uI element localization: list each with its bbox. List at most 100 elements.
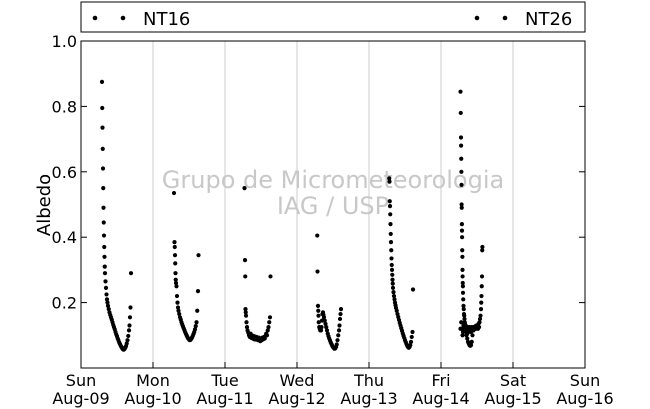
data-point-nt16-2009-08-13-17 xyxy=(391,293,397,299)
legend-marker-nt16-a xyxy=(92,15,98,21)
y-axis: 0.2 0.4 0.6 0.8 1.0 xyxy=(52,32,585,313)
data-point-nt26-2009-08-14-63 xyxy=(478,313,483,318)
data-point-nt26-2009-08-14-62 xyxy=(477,316,483,322)
data-point-nt26-2009-08-14-20 xyxy=(461,303,466,308)
x-tick-label-date-2009-08-14: Aug-14 xyxy=(412,389,469,408)
data-point-nt16-2009-08-09-4 xyxy=(100,166,106,171)
data-point-nt16-2009-08-09-3 xyxy=(100,146,105,152)
data-point-nt16-2009-08-12-16 xyxy=(322,318,327,323)
x-tick-label-day-2009-08-14: Fri xyxy=(431,371,450,390)
data-point-nt26-2009-08-14-3 xyxy=(459,143,464,148)
data-point-nt26-2009-08-14-2 xyxy=(458,135,464,140)
data-point-nt26-2009-08-14-10 xyxy=(459,228,465,233)
data-point-nt16-2009-08-11-7 xyxy=(244,325,250,330)
y-tick-label-1.0: 1.0 xyxy=(52,32,77,51)
data-point-nt16-2009-08-13-9 xyxy=(389,256,394,261)
y-tick-label-0.8: 0.8 xyxy=(52,97,77,116)
data-point-nt16-2009-08-09-48 xyxy=(127,315,133,320)
x-axis: SunAug-09MonAug-10TueAug-11WedAug-12ThuA… xyxy=(52,362,614,408)
data-point-nt26-2009-08-14-24 xyxy=(462,316,467,322)
data-point-nt16-2009-08-09-50 xyxy=(128,271,134,276)
data-point-nt16-2009-08-11-1 xyxy=(242,257,248,263)
data-point-nt16-2009-08-13-10 xyxy=(389,262,394,268)
data-point-nt16-2009-08-14-1 xyxy=(459,320,464,325)
data-point-nt26-2009-08-14-67 xyxy=(479,284,484,289)
data-point-nt16-2009-08-12-19 xyxy=(324,328,330,333)
data-point-nt16-2009-08-13-18 xyxy=(392,297,397,302)
data-point-nt16-2009-08-12-39 xyxy=(338,307,344,312)
y-axis-label: Albedo xyxy=(34,174,55,236)
data-point-nt16-2009-08-12-2 xyxy=(315,303,321,308)
data-point-nt16-2009-08-14-3 xyxy=(460,333,465,338)
x-tick-label-day-2009-08-10: Mon xyxy=(136,371,170,390)
data-point-nt16-2009-08-10-3 xyxy=(172,253,178,258)
x-tick-label-date-2009-08-09: Aug-09 xyxy=(52,389,109,408)
data-point-nt16-2009-08-09-43 xyxy=(124,341,129,346)
data-point-nt16-2009-08-10-0 xyxy=(171,190,177,196)
data-point-nt16-2009-08-09-19 xyxy=(106,307,111,312)
data-point-nt26-2009-08-14-66 xyxy=(479,293,484,299)
data-point-nt16-2009-08-09-44 xyxy=(125,338,130,343)
data-point-nt16-2009-08-12-18 xyxy=(324,325,329,330)
data-point-nt16-2009-08-09-18 xyxy=(105,303,111,308)
data-point-nt26-2009-08-14-23 xyxy=(462,313,467,318)
legend-entry-nt26: NT26 xyxy=(474,9,572,30)
watermark-line-2: IAG / USP xyxy=(277,192,389,220)
data-point-nt26-2009-08-14-13 xyxy=(460,254,465,259)
x-tick-label-day-2009-08-15: Sat xyxy=(500,371,526,390)
data-point-nt16-2009-08-10-34 xyxy=(192,327,198,332)
data-point-nt26-2009-08-14-7 xyxy=(459,202,464,207)
data-point-nt26-2009-08-14-9 xyxy=(459,222,464,227)
x-tick-label-day-2009-08-11: Tue xyxy=(210,371,238,390)
data-point-nt16-2009-08-13-0 xyxy=(387,176,392,181)
data-point-nt26-2009-08-14-14 xyxy=(460,267,465,272)
data-point-nt16-2009-08-12-10 xyxy=(319,325,324,330)
data-point-nt26-2009-08-14-70 xyxy=(480,244,485,250)
data-point-nt16-2009-08-10-1 xyxy=(172,240,177,245)
data-point-nt16-2009-08-12-5 xyxy=(316,320,321,325)
data-point-nt26-2009-08-14-1 xyxy=(458,110,463,116)
data-point-nt16-2009-08-14-15 xyxy=(468,343,474,348)
data-point-nt16-2009-08-09-7 xyxy=(101,220,106,225)
data-point-nt26-2009-08-14-6 xyxy=(459,182,464,187)
data-point-nt16-2009-08-14-17 xyxy=(470,333,475,338)
data-point-nt16-2009-08-09-17 xyxy=(105,300,110,305)
data-point-nt16-2009-08-10-35 xyxy=(193,324,198,329)
watermark: Grupo de Micrometeorologia IAG / USP xyxy=(162,166,504,220)
data-point-nt16-2009-08-09-45 xyxy=(126,333,131,339)
data-point-nt16-2009-08-13-15 xyxy=(390,285,396,290)
data-point-nt16-2009-08-13-2 xyxy=(387,199,392,204)
data-point-nt16-2009-08-12-34 xyxy=(336,333,341,338)
data-point-nt16-2009-08-09-1 xyxy=(100,105,105,111)
x-tick-label-date-2009-08-12: Aug-12 xyxy=(268,389,325,408)
y-tick-label-0.4: 0.4 xyxy=(52,228,77,247)
data-point-nt26-2009-08-14-0 xyxy=(458,89,463,94)
data-point-nt26-2009-08-14-64 xyxy=(478,307,484,312)
data-point-nt26-2009-08-14-19 xyxy=(461,297,466,302)
data-point-nt16-2009-08-11-35 xyxy=(265,328,270,333)
data-point-nt16-2009-08-11-34 xyxy=(264,333,270,338)
data-point-nt16-2009-08-09-16 xyxy=(104,297,110,302)
data-point-nt16-2009-08-09-5 xyxy=(101,186,106,191)
data-point-nt16-2009-08-10-36 xyxy=(194,320,199,325)
data-point-nt16-2009-08-12-15 xyxy=(321,315,327,320)
data-point-nt16-2009-08-13-11 xyxy=(389,267,395,272)
data-point-nt16-2009-08-10-4 xyxy=(173,261,178,266)
y-tick-label-0.2: 0.2 xyxy=(52,294,77,313)
legend-entry-nt16: NT16 xyxy=(92,9,190,30)
legend-label-nt16: NT16 xyxy=(143,9,190,30)
data-point-nt16-2009-08-11-0 xyxy=(242,186,247,191)
data-point-nt16-2009-08-10-39 xyxy=(196,253,201,258)
data-point-nt16-2009-08-12-9 xyxy=(318,328,324,333)
data-point-nt16-2009-08-13-1 xyxy=(387,179,392,184)
data-point-nt16-2009-08-11-36 xyxy=(266,325,271,330)
data-point-nt16-2009-08-10-5 xyxy=(173,271,178,276)
data-point-nt26-2009-08-14-15 xyxy=(460,274,465,279)
x-tick-label-date-2009-08-15: Aug-15 xyxy=(484,389,541,408)
data-point-nt16-2009-08-12-3 xyxy=(316,308,321,313)
data-point-nt16-2009-08-13-40 xyxy=(408,343,413,348)
data-point-nt26-2009-08-14-18 xyxy=(460,290,466,295)
data-point-nt26-2009-08-14-60 xyxy=(476,325,482,330)
data-point-nt26-2009-08-14-16 xyxy=(460,280,465,286)
